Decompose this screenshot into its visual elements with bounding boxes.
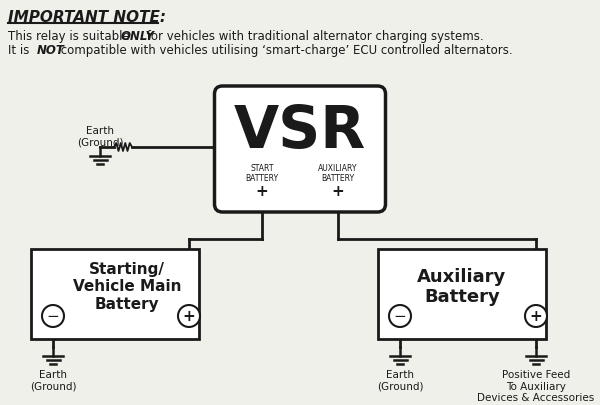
Text: compatible with vehicles utilising ‘smart-charge’ ECU controlled alternators.: compatible with vehicles utilising ‘smar…	[57, 44, 512, 57]
Text: +: +	[182, 309, 196, 324]
FancyBboxPatch shape	[215, 87, 386, 213]
FancyBboxPatch shape	[378, 249, 546, 339]
Text: Earth
(Ground): Earth (Ground)	[377, 369, 423, 391]
Text: −: −	[394, 309, 406, 324]
Circle shape	[178, 305, 200, 327]
Text: Auxiliary
Battery: Auxiliary Battery	[418, 267, 506, 306]
Text: +: +	[256, 183, 268, 198]
Text: for vehicles with traditional alternator charging systems.: for vehicles with traditional alternator…	[143, 30, 484, 43]
Text: ONLY: ONLY	[121, 30, 155, 43]
Text: Earth
(Ground): Earth (Ground)	[77, 126, 123, 147]
Text: +: +	[332, 183, 344, 198]
Text: −: −	[47, 309, 59, 324]
Text: AUXILIARY
BATTERY: AUXILIARY BATTERY	[318, 164, 358, 183]
Circle shape	[389, 305, 411, 327]
Text: It is: It is	[8, 44, 33, 57]
Text: NOT: NOT	[37, 44, 65, 57]
Text: IMPORTANT NOTE:: IMPORTANT NOTE:	[8, 10, 166, 25]
Text: START
BATTERY: START BATTERY	[245, 164, 278, 183]
Text: +: +	[530, 309, 542, 324]
Circle shape	[525, 305, 547, 327]
FancyBboxPatch shape	[31, 249, 199, 339]
Text: Earth
(Ground): Earth (Ground)	[30, 369, 76, 391]
Circle shape	[42, 305, 64, 327]
Text: VSR: VSR	[234, 103, 366, 160]
Text: Positive Feed
To Auxiliary
Devices & Accessories: Positive Feed To Auxiliary Devices & Acc…	[478, 369, 595, 402]
Text: Starting/
Vehicle Main
Battery: Starting/ Vehicle Main Battery	[73, 262, 181, 311]
Text: This relay is suitable: This relay is suitable	[8, 30, 134, 43]
